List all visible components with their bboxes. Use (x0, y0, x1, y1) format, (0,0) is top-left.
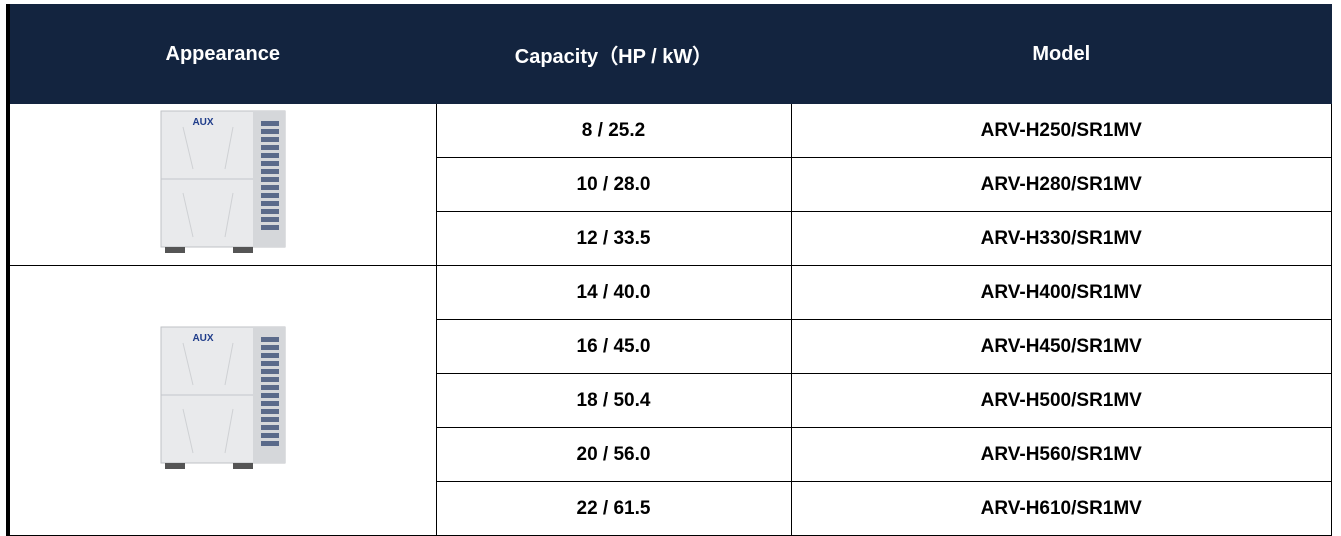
model-cell: ARV-H330/SR1MV (791, 212, 1332, 266)
unit-logo: AUX (192, 333, 213, 344)
model-cell: ARV-H250/SR1MV (791, 104, 1332, 158)
capacity-cell: 22 / 61.5 (436, 482, 791, 536)
capacity-cell: 10 / 28.0 (436, 158, 791, 212)
unit-image: AUX (153, 107, 293, 257)
model-cell: ARV-H280/SR1MV (791, 158, 1332, 212)
appearance-cell: AUX (8, 266, 436, 536)
model-cell: ARV-H400/SR1MV (791, 266, 1332, 320)
header-cell: Model (791, 5, 1332, 104)
appearance-cell: AUX (8, 104, 436, 266)
header-cell: Capacity（HP / kW） (436, 5, 791, 104)
unit-logo: AUX (192, 117, 213, 128)
page: AppearanceCapacity（HP / kW）Model AUX 8 / … (0, 0, 1341, 535)
capacity-cell: 12 / 33.5 (436, 212, 791, 266)
model-cell: ARV-H500/SR1MV (791, 374, 1332, 428)
header-cell: Appearance (8, 5, 436, 104)
capacity-cell: 16 / 45.0 (436, 320, 791, 374)
capacity-cell: 14 / 40.0 (436, 266, 791, 320)
model-cell: ARV-H450/SR1MV (791, 320, 1332, 374)
capacity-cell: 20 / 56.0 (436, 428, 791, 482)
capacity-cell: 8 / 25.2 (436, 104, 791, 158)
capacity-cell: 18 / 50.4 (436, 374, 791, 428)
unit-image: AUX (153, 323, 293, 473)
model-cell: ARV-H610/SR1MV (791, 482, 1332, 536)
model-cell: ARV-H560/SR1MV (791, 428, 1332, 482)
